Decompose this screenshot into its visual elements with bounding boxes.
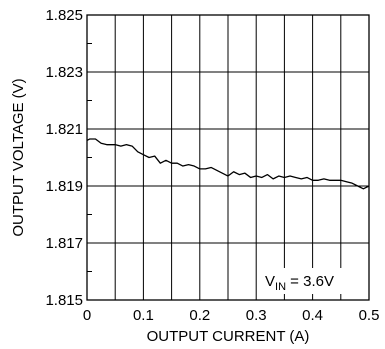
x-tick-label: 0.5 <box>359 307 380 324</box>
series-line <box>86 138 370 190</box>
y-tick-label: 1.823 <box>45 64 83 81</box>
y-tick-label: 1.817 <box>45 235 83 252</box>
x-tick-label: 0.4 <box>302 307 323 324</box>
tick-labels: 0 0.1 0.2 0.3 0.4 0.5 1.815 1.817 1.819 1.821 1.82… <box>45 7 379 324</box>
x-tick-label: 0.3 <box>246 307 267 324</box>
x-tick-label: 0 <box>83 307 91 324</box>
x-tick-label: 0.2 <box>189 307 210 324</box>
y-tick-label: 1.825 <box>45 7 83 24</box>
annotation-main: V <box>265 273 275 290</box>
annotation-box <box>262 268 366 294</box>
annotation-rest: = 3.6V <box>286 273 334 290</box>
series-group <box>86 138 370 190</box>
x-axis-label: OUTPUT CURRENT (A) <box>147 328 310 345</box>
annotation-subscript: IN <box>275 281 286 293</box>
vin-annotation: VIN = 3.6V <box>265 273 334 293</box>
y-tick-label: 1.819 <box>45 178 83 195</box>
y-tick-label: 1.815 <box>45 292 83 309</box>
y-axis-label: OUTPUT VOLTAGE (V) <box>10 78 27 236</box>
grid <box>87 15 369 300</box>
x-tick-label: 0.1 <box>133 307 154 324</box>
plot-frame <box>86 14 370 301</box>
y-tick-label: 1.821 <box>45 121 83 138</box>
